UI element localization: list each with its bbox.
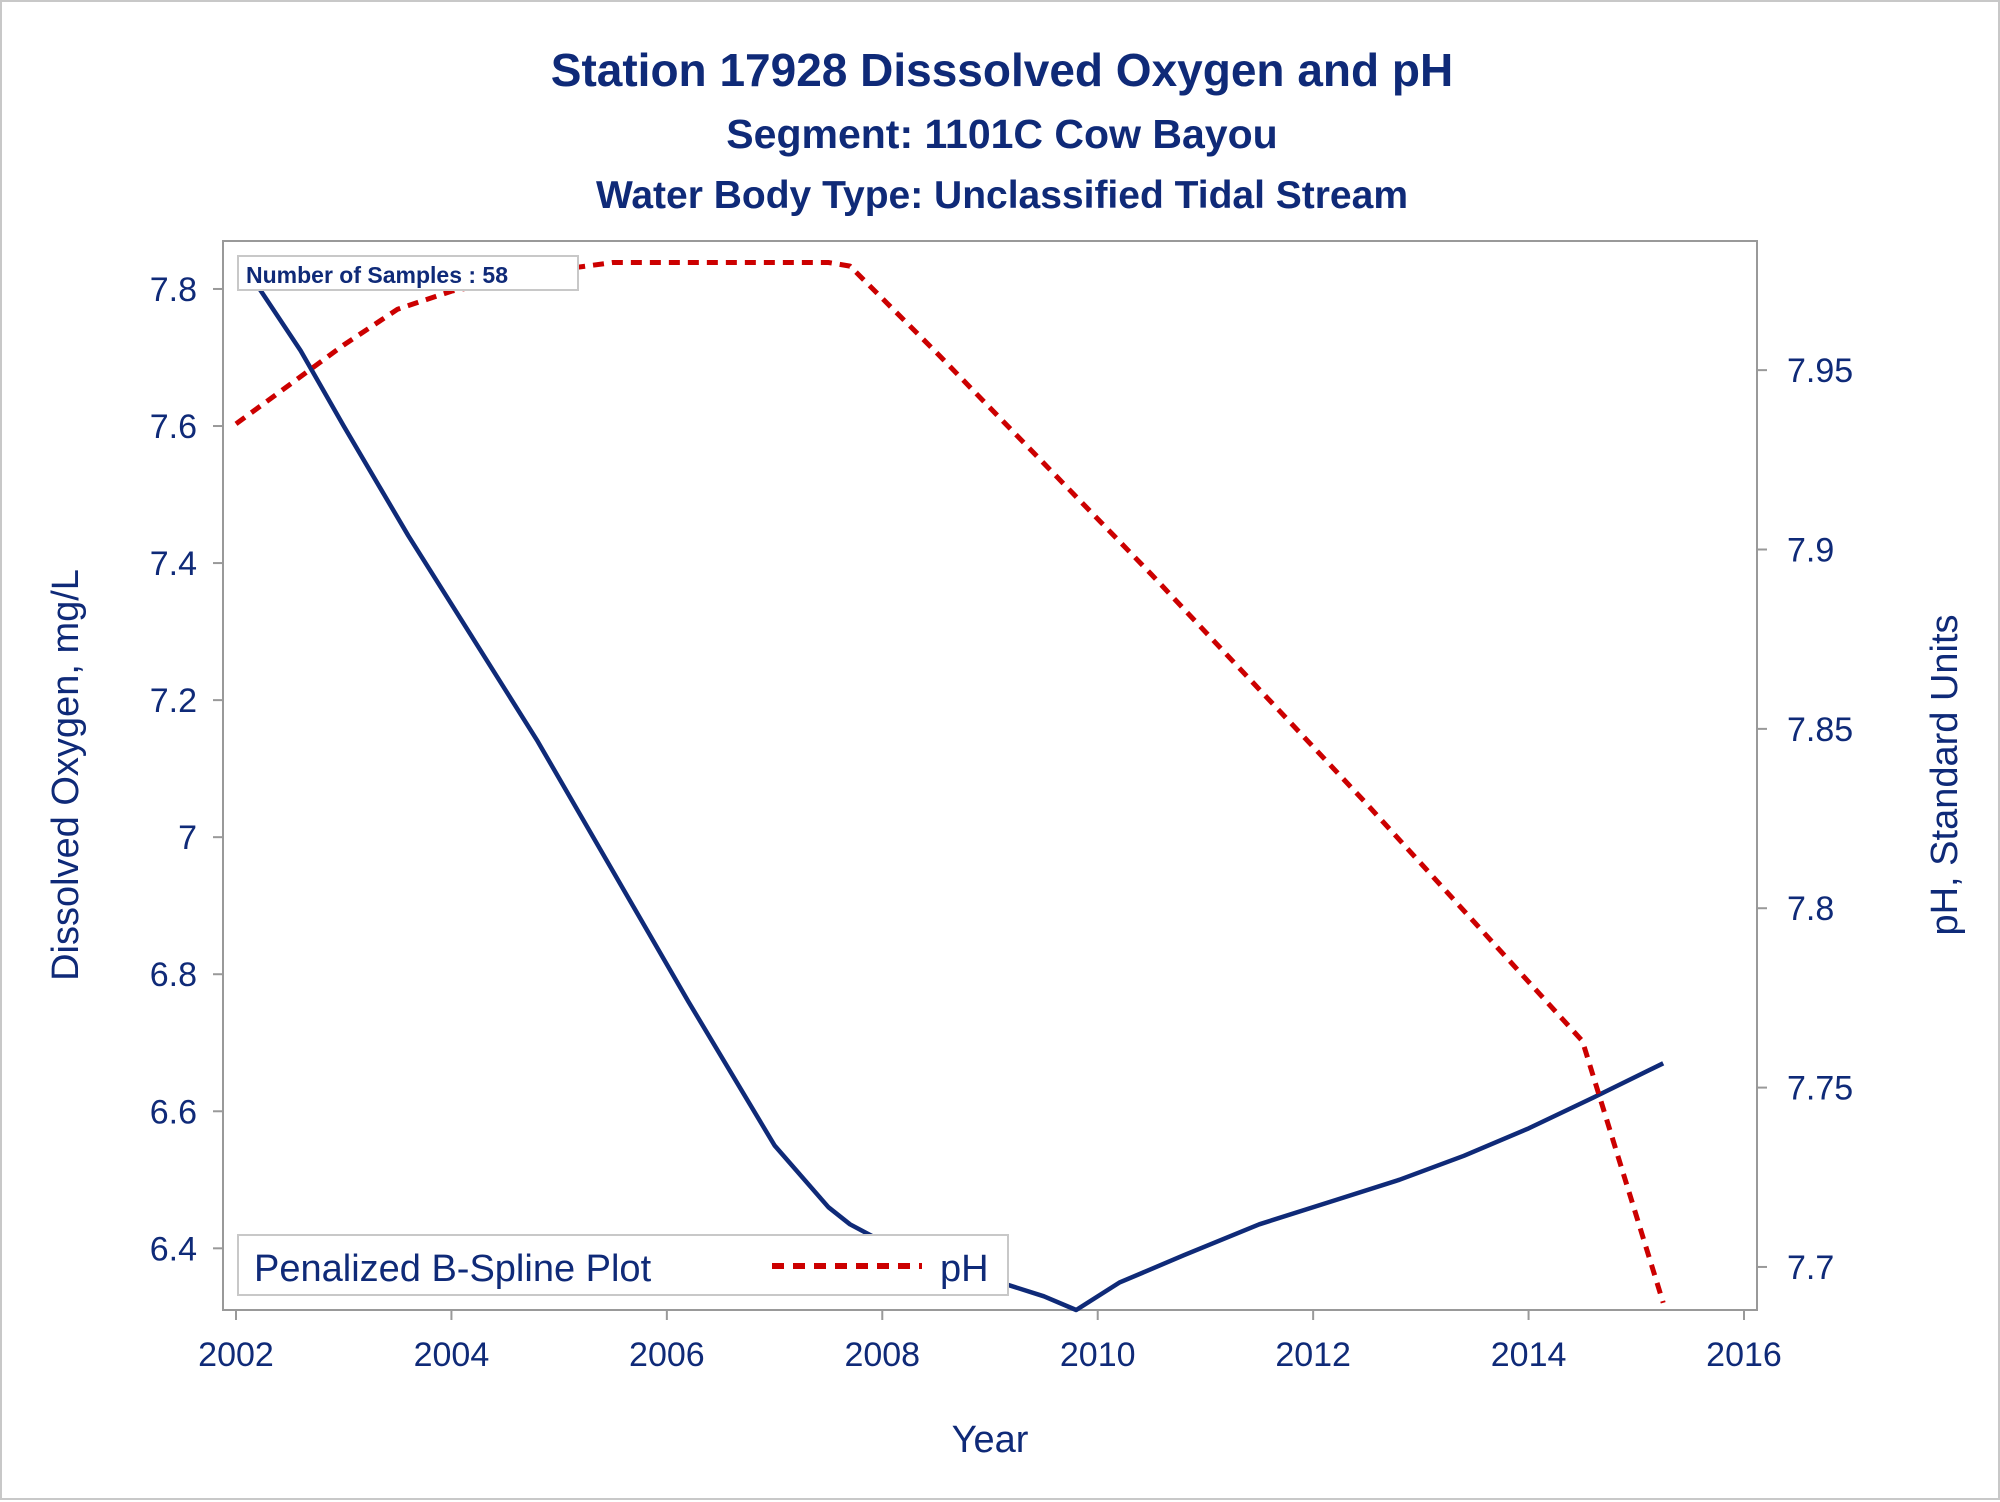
y-tick-label: 6.4 [150, 1230, 197, 1268]
y2-tick-label: 7.75 [1787, 1070, 1853, 1108]
y2-tick-label: 7.85 [1787, 711, 1853, 749]
annotation-text: Number of Samples : 58 [246, 262, 508, 288]
sample-count-annotation: Number of Samples : 58 [237, 255, 579, 291]
x-tick-label: 2012 [1275, 1336, 1351, 1374]
y2-tick-label: 7.8 [1787, 890, 1834, 928]
dissolved-oxygen-line [239, 260, 1665, 1313]
y-tick-label: 7.4 [150, 545, 197, 583]
y-axis-label: Dissolved Oxygen, mg/L [45, 569, 87, 981]
x-tick-label: 2008 [844, 1336, 920, 1374]
y-tick-label: 7.2 [150, 682, 197, 720]
y2-axis-label: pH, Standard Units [1924, 614, 1966, 935]
x-tick-label: 2010 [1060, 1336, 1136, 1374]
annotation-box [237, 255, 579, 291]
chart-subtitle-2: Water Body Type: Unclassified Tidal Stre… [596, 174, 1408, 217]
plot-area [222, 240, 1758, 1311]
y2-axis: 7.7 7.75 7.8 7.85 7.9 7.95 [1757, 352, 1853, 1287]
series-group [234, 260, 1666, 1313]
y2-tick-label: 7.9 [1787, 532, 1834, 570]
chart-title: Station 17928 Disssolved Oxygen and pH [551, 44, 1453, 96]
y-tick-label: 6.8 [150, 956, 197, 994]
x-axis-label: Year [952, 1419, 1029, 1461]
x-tick-label: 2016 [1706, 1336, 1782, 1374]
chart-subtitle: Segment: 1101C Cow Bayou [726, 111, 1277, 157]
x-tick-label: 2006 [629, 1336, 705, 1374]
y-axis: 6.4 6.6 6.8 7 7.2 7.4 7.6 7.8 [150, 271, 223, 1268]
legend: Penalized B-Spline Plot pH [237, 1234, 1009, 1296]
y-tick-label: 7.8 [150, 271, 197, 309]
ph-line [234, 260, 1666, 1304]
x-tick-label: 2014 [1491, 1336, 1567, 1374]
y-tick-label: 6.6 [150, 1093, 197, 1131]
y2-tick-label: 7.7 [1787, 1249, 1834, 1287]
legend-title: Penalized B-Spline Plot [254, 1248, 652, 1290]
y-tick-label: 7.6 [150, 408, 197, 446]
y2-tick-label: 7.95 [1787, 352, 1853, 390]
legend-ph-label: pH [940, 1248, 989, 1290]
x-axis: 2002 2004 2006 2008 2010 2012 2014 2016 [198, 1310, 1782, 1374]
x-tick-label: 2002 [198, 1336, 274, 1374]
y-tick-label: 7 [178, 819, 197, 857]
x-tick-label: 2004 [414, 1336, 490, 1374]
